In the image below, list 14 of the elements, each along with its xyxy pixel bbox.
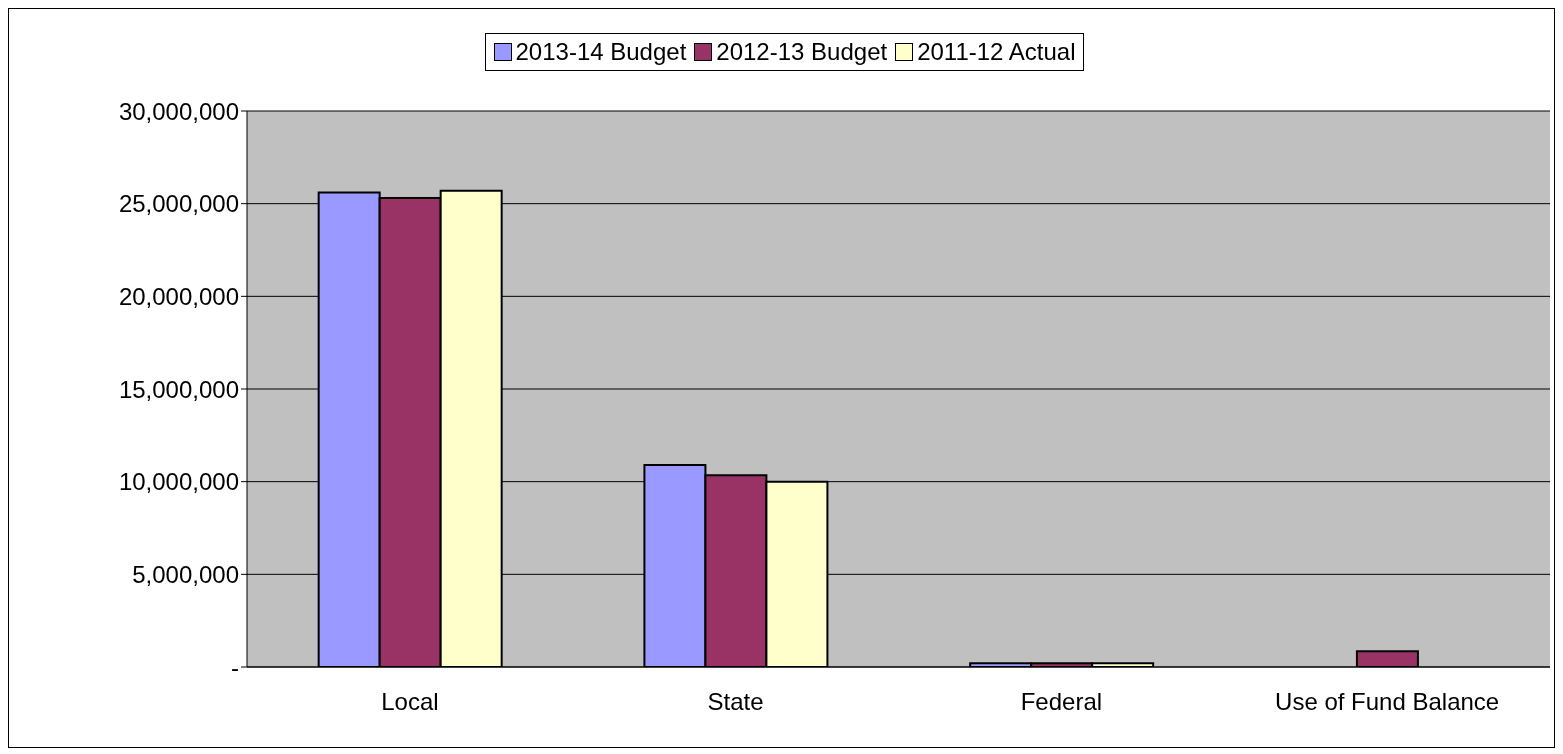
y-tick-label: 10,000,000 [118, 468, 239, 496]
y-tick-label: 25,000,000 [118, 190, 239, 218]
y-tick-label: 15,000,000 [118, 375, 239, 403]
x-tick-label: Local [381, 688, 439, 716]
legend-label: 2013-14 Budget [514, 38, 687, 66]
y-tick-label: - [231, 653, 239, 681]
y-tick-label: 30,000,000 [118, 97, 239, 125]
x-tick-label: Federal [1020, 688, 1103, 716]
legend-label: 2011-12 Actual [916, 38, 1076, 66]
legend-label: 2012-13 Budget [715, 38, 888, 66]
y-tick-label: 5,000,000 [132, 560, 239, 588]
y-tick-label: 20,000,000 [118, 282, 239, 310]
x-tick-label: State [707, 688, 764, 716]
x-tick-label: Use of Fund Balance [1275, 688, 1500, 716]
